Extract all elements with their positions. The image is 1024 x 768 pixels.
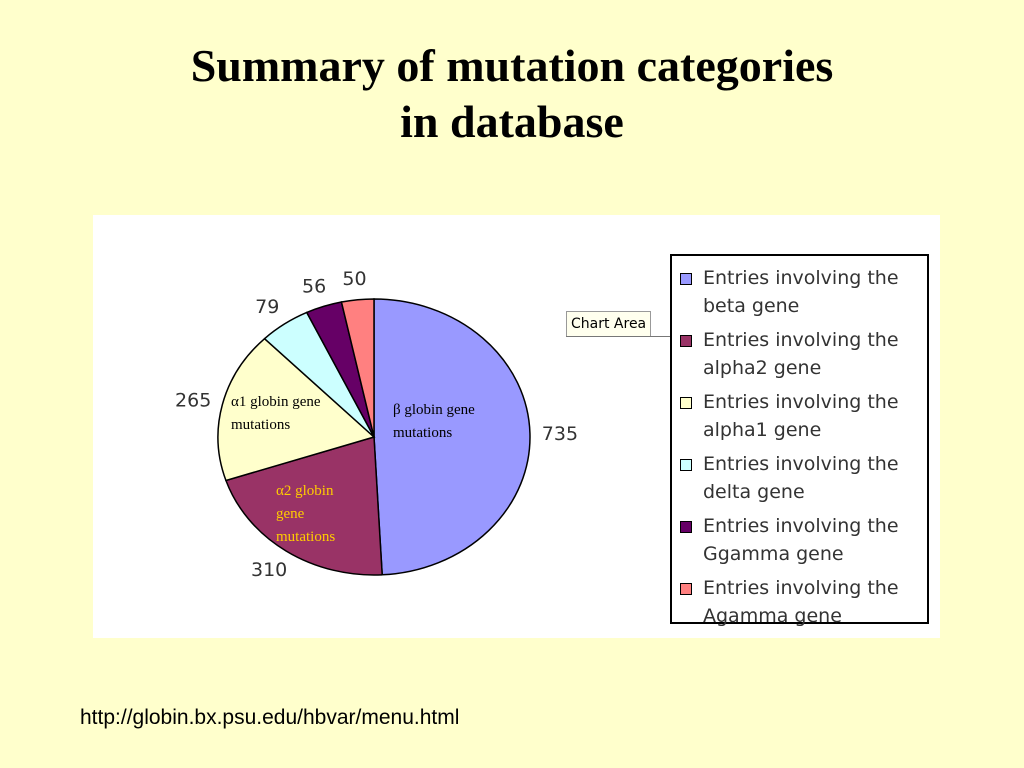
title-line-2: in database [400,96,624,147]
tooltip-pointer [566,336,670,337]
chart-legend[interactable]: Entries involving the beta gene Entries i… [670,254,929,627]
slice-value-label-1: 310 [251,559,287,581]
title-line-1: Summary of mutation categories [190,40,834,91]
annotation-beta: β globin gene mutations [393,402,475,441]
slice-value-label-5: 50 [342,268,366,290]
legend-label: Entries involving the alpha1 gene [703,391,899,441]
pie-slice-2[interactable] [217,337,376,482]
legend-swatch [680,273,692,285]
slice-value-label-3: 79 [255,296,279,318]
slide-title: Summary of mutation categories in databa… [0,38,1024,150]
slice-value-label-4: 56 [302,276,326,298]
chart-area[interactable]: 735 310 265 79 56 50 α1 globin gene mutations… [93,215,940,638]
legend-swatch [680,335,692,347]
legend-label: Entries involving the Agamma gene [703,577,899,627]
chart-area-tooltip: Chart Area [566,311,652,337]
pie-chart: 735 310 265 79 56 50 [175,268,578,581]
annotation-alpha2: α2 globin gene mutations [276,483,336,545]
legend-swatch [680,459,692,471]
pie-slice-1[interactable] [224,436,383,576]
legend-swatch [680,521,692,533]
legend-label: Entries involving the alpha2 gene [703,329,899,379]
legend-label: Entries involving the delta gene [703,453,899,503]
slice-value-label-0: 735 [542,423,578,445]
source-url[interactable]: http://globin.bx.psu.edu/hbvar/menu.html [80,706,460,729]
legend-label: Entries involving the beta gene [703,267,899,317]
pie-slice-0[interactable] [373,298,531,576]
slice-value-label-2: 265 [175,390,211,412]
legend-swatch [680,397,692,409]
pie-slice-5[interactable] [340,298,375,438]
legend-label: Entries involving the Ggamma gene [703,515,899,565]
annotation-alpha1: α1 globin gene mutations [231,394,321,433]
legend-swatch [680,583,692,595]
